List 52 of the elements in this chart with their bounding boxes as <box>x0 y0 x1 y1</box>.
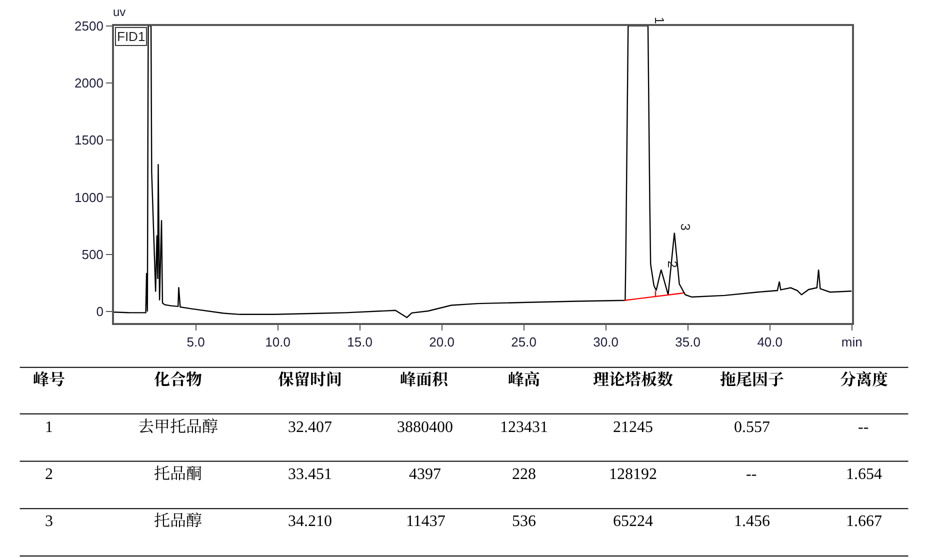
category-label: 峰号 <box>33 371 66 389</box>
x-tick-label: 10.0 <box>265 334 290 350</box>
text: 11437 <box>406 513 446 530</box>
text: 32.407 <box>288 419 332 436</box>
annotation: FID1 <box>117 29 146 44</box>
x-tick-label: min <box>841 334 862 350</box>
x-tick-label: 30.0 <box>593 334 618 350</box>
category-label: 分离度 <box>840 371 888 389</box>
text: 65224 <box>613 513 653 530</box>
annotation: 3 <box>678 223 694 231</box>
annotation: 2 <box>664 260 680 268</box>
text: -- <box>858 419 869 436</box>
text: 536 <box>512 513 536 530</box>
category-label: 拖尾因子 <box>720 371 784 389</box>
text: 2 <box>45 466 53 483</box>
text: 21245 <box>613 419 653 436</box>
text: 1.667 <box>846 513 882 530</box>
text: 34.210 <box>288 513 332 530</box>
text: 托品醇 <box>154 513 202 530</box>
text: 33.451 <box>288 466 332 483</box>
text: 3 <box>45 513 53 530</box>
category-label: 理论塔板数 <box>593 371 674 389</box>
y-tick-label: 500 <box>82 246 104 262</box>
text: 1.456 <box>734 513 770 530</box>
text: 0.557 <box>734 419 770 436</box>
x-tick-label: 20.0 <box>429 334 454 350</box>
text: -- <box>746 466 757 483</box>
category-label: 峰高 <box>508 371 540 389</box>
y-tick-label: 1500 <box>74 132 104 148</box>
y-tick-label: 2000 <box>74 75 104 90</box>
y-tick-label: 0 <box>96 304 104 320</box>
y-tick-label: 2500 <box>74 18 104 34</box>
category-label: 保留时间 <box>278 371 342 389</box>
x-tick-label: 40.0 <box>757 334 783 350</box>
text: 托品酮 <box>154 466 202 483</box>
x-tick-label: 35.0 <box>675 334 700 350</box>
x-tick-label: 5.0 <box>186 334 205 350</box>
category-label: 化合物 <box>154 371 202 389</box>
text: 去甲托品醇 <box>138 419 218 436</box>
y-tick-label: 1000 <box>74 190 104 205</box>
text: 1.654 <box>846 466 882 483</box>
annotation: 1 <box>652 16 667 24</box>
text: 128192 <box>609 466 657 483</box>
x-tick-label: 25.0 <box>511 334 536 350</box>
text: 4397 <box>409 466 441 483</box>
text: 3880400 <box>397 419 453 436</box>
y-axis-title: uv <box>113 5 126 19</box>
text: 123431 <box>500 419 548 436</box>
x-tick-label: 15.0 <box>347 334 372 350</box>
text: 1 <box>45 419 53 436</box>
category-label: 峰面积 <box>400 371 450 389</box>
text: 228 <box>512 466 536 483</box>
